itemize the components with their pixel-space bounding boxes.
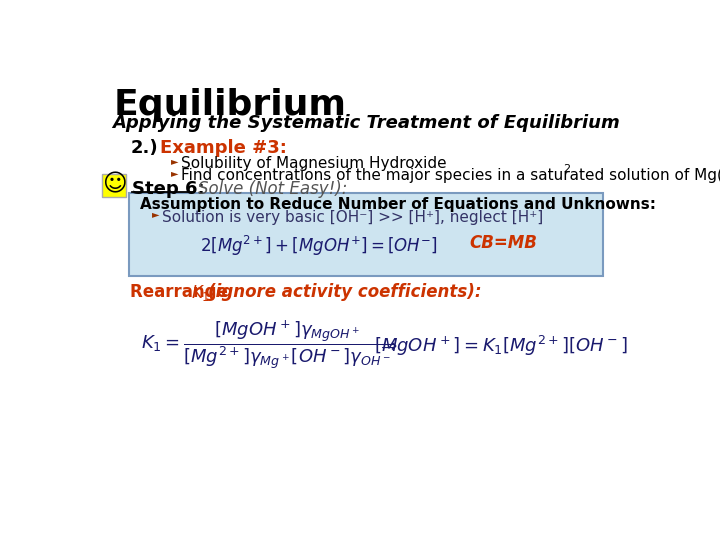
Text: Equilibrium: Equilibrium	[113, 88, 346, 122]
FancyBboxPatch shape	[102, 174, 126, 197]
Text: $\Rightarrow$: $\Rightarrow$	[377, 336, 398, 355]
Text: ►: ►	[152, 210, 160, 220]
Text: $K_1 = \dfrac{[\mathit{MgOH}^+]\gamma_{\mathit{MgOH}^+}}{[\mathit{Mg}^{2+}]\gamm: $K_1 = \dfrac{[\mathit{MgOH}^+]\gamma_{\…	[142, 319, 395, 373]
Text: 2: 2	[564, 164, 571, 174]
Text: Step 6:: Step 6:	[132, 180, 204, 198]
Text: ☺: ☺	[102, 172, 126, 196]
Text: (ignore activity coefficients):: (ignore activity coefficients):	[208, 284, 481, 301]
Text: 2.): 2.)	[130, 139, 158, 157]
Text: $[\mathit{MgOH}^+] = K_1[\mathit{Mg}^{2+}][\mathit{OH}^-]$: $[\mathit{MgOH}^+] = K_1[\mathit{Mg}^{2+…	[374, 334, 628, 358]
Text: Rearrange: Rearrange	[130, 284, 234, 301]
FancyBboxPatch shape	[129, 193, 603, 276]
Text: ►: ►	[171, 156, 179, 166]
Text: Solve (Not Easy!):: Solve (Not Easy!):	[199, 180, 348, 198]
Text: Solubility of Magnesium Hydroxide: Solubility of Magnesium Hydroxide	[181, 156, 447, 171]
Text: $K_1$: $K_1$	[191, 284, 210, 303]
Text: $2[\mathit{Mg}^{2+}] + [\mathit{MgOH}^{+}] = [\mathit{OH}^{-}]$: $2[\mathit{Mg}^{2+}] + [\mathit{MgOH}^{+…	[199, 234, 438, 258]
Text: CB=MB: CB=MB	[469, 234, 538, 252]
Text: Solution is very basic [OH⁻] >> [H⁺], neglect [H⁺]: Solution is very basic [OH⁻] >> [H⁺], ne…	[162, 210, 544, 225]
Text: Example #3:: Example #3:	[160, 139, 287, 157]
Text: Assumption to Reduce Number of Equations and Unknowns:: Assumption to Reduce Number of Equations…	[140, 197, 657, 212]
Text: ►: ►	[171, 168, 179, 178]
Text: Find concentrations of the major species in a saturated solution of Mg(OH): Find concentrations of the major species…	[181, 168, 720, 183]
Text: Applying the Systematic Treatment of Equilibrium: Applying the Systematic Treatment of Equ…	[112, 114, 619, 132]
